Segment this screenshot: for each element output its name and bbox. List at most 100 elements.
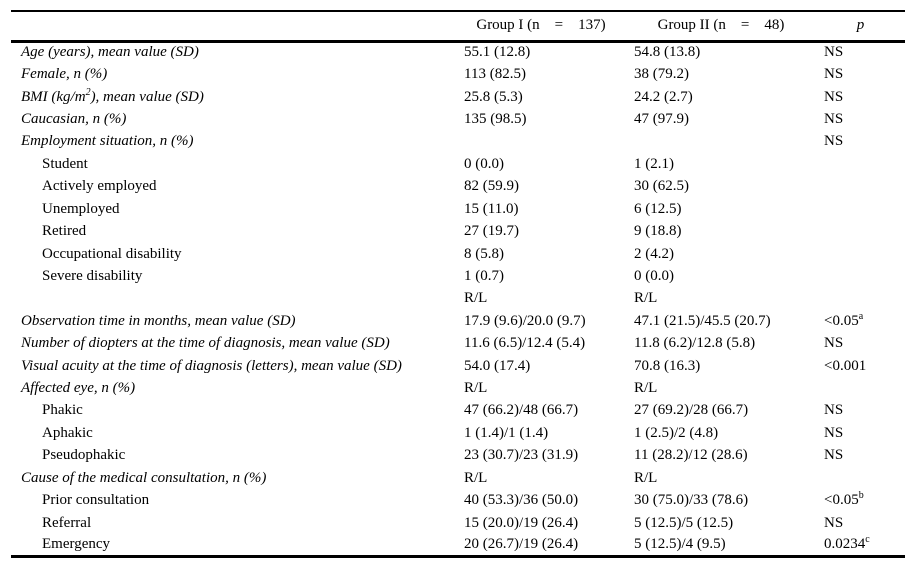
- group2-value: 30 (62.5): [634, 178, 689, 195]
- row-label-text: Prior consultation: [42, 492, 150, 509]
- p-value-text: NS: [824, 110, 844, 127]
- group2-value: 54.8 (13.8): [634, 44, 701, 61]
- row-label-cell: Severe disability: [11, 265, 456, 287]
- p-value-text: NS: [824, 88, 844, 105]
- row-label-text: Visual acuity at the time of diagnosis (…: [21, 357, 402, 374]
- group2-value: [626, 131, 816, 153]
- table-row: Student 0 (0.0) 1 (2.1): [11, 153, 905, 175]
- row-label-text: Female, n (%): [21, 66, 108, 83]
- table-row: Referral 15 (20.0)/19 (26.4) 5 (12.5)/5 …: [11, 512, 905, 534]
- group2-value: R/L: [634, 380, 658, 397]
- document-page: Group I (n = 137) Group II (n = 48) p Ag…: [11, 10, 905, 559]
- table-row: Cause of the medical consultation, n (%)…: [11, 467, 905, 489]
- row-label-text: Number of diopters at the time of diagno…: [21, 335, 390, 352]
- group2-value: 11 (28.2)/12 (28.6): [634, 447, 748, 464]
- table-row: Number of diopters at the time of diagno…: [11, 332, 905, 354]
- table-row: BMI (kg/m2), mean value (SD) 25.8 (5.3) …: [11, 86, 905, 108]
- group1-value: R/L: [464, 469, 488, 486]
- p-value-cell: NS: [816, 86, 905, 108]
- p-value-text: NS: [824, 514, 844, 531]
- row-label-text: Caucasian, n (%): [21, 110, 127, 127]
- group1-value: 47 (66.2)/48 (66.7): [464, 402, 579, 419]
- row-label-cell: Actively employed: [11, 176, 456, 198]
- group2-value: 47 (97.9): [634, 110, 689, 127]
- p-value-cell: <0.05b: [816, 489, 905, 511]
- table-header-row: Group I (n = 137) Group II (n = 48) p: [11, 11, 905, 41]
- group1-value: [456, 131, 626, 153]
- row-label-cell: BMI (kg/m2), mean value (SD): [11, 86, 456, 108]
- row-label-cell: Age (years), mean value (SD): [11, 41, 456, 63]
- row-label-cell: Occupational disability: [11, 243, 456, 265]
- p-value-cell: NS: [816, 400, 905, 422]
- p-value-text: 0.0234: [824, 536, 866, 553]
- p-value-cell: <0.05a: [816, 310, 905, 332]
- row-label-text: Emergency: [42, 536, 111, 553]
- group1-value: 27 (19.7): [464, 223, 519, 240]
- group2-value: 1 (2.5)/2 (4.8): [634, 424, 719, 441]
- p-value-sup: a: [858, 310, 864, 322]
- p-value-sup: c: [865, 534, 870, 546]
- row-label-text: Severe disability: [42, 267, 143, 284]
- p-value-text: <0.05: [824, 492, 859, 509]
- group1-value: 40 (53.3)/36 (50.0): [464, 492, 579, 509]
- table-row: Phakic 47 (66.2)/48 (66.7) 27 (69.2)/28 …: [11, 400, 905, 422]
- p-value-cell: NS: [816, 422, 905, 444]
- row-label-text: Student: [42, 155, 88, 172]
- table-row: Emergency 20 (26.7)/19 (26.4) 5 (12.5)/4…: [11, 534, 905, 556]
- p-value-cell: [816, 467, 905, 489]
- table-row: Age (years), mean value (SD) 55.1 (12.8)…: [11, 41, 905, 63]
- group1-value: 17.9 (9.6)/20.0 (9.7): [464, 312, 586, 329]
- p-value-cell: [816, 243, 905, 265]
- row-label-cell: Prior consultation: [11, 489, 456, 511]
- table-row: Caucasian, n (%) 135 (98.5) 47 (97.9) NS: [11, 108, 905, 130]
- row-label-cell: Aphakic: [11, 422, 456, 444]
- table-row: Female, n (%) 113 (82.5) 38 (79.2) NS: [11, 63, 905, 85]
- group2-value: 47.1 (21.5)/45.5 (20.7): [634, 312, 771, 329]
- table-body: Age (years), mean value (SD) 55.1 (12.8)…: [11, 41, 905, 557]
- group1-value: 1 (0.7): [464, 267, 504, 284]
- group1-value: 8 (5.8): [464, 245, 504, 262]
- row-label-cell: Student: [11, 153, 456, 175]
- row-label-cell: Retired: [11, 220, 456, 242]
- row-label-text: Occupational disability: [42, 245, 182, 262]
- row-label-text: Actively employed: [42, 178, 157, 195]
- row-label-text: Phakic: [42, 402, 83, 419]
- group2-value: 2 (4.2): [634, 245, 674, 262]
- group1-value: 1 (1.4)/1 (1.4): [464, 424, 549, 441]
- row-label-text: Pseudophakic: [42, 447, 126, 464]
- row-label-text: Observation time in months, mean value (…: [21, 312, 296, 329]
- group1-column-header: Group I (n = 137): [476, 17, 606, 34]
- row-label-cell: Pseudophakic: [11, 445, 456, 467]
- p-value-cell: [816, 288, 905, 310]
- p-value-cell: [816, 377, 905, 399]
- row-label-cell: Emergency: [11, 534, 456, 556]
- p-value-cell: <0.001: [816, 355, 905, 377]
- p-value-cell: NS: [816, 512, 905, 534]
- row-label-text: Cause of the medical consultation, n (%): [21, 469, 267, 486]
- table-row: R/L R/L: [11, 288, 905, 310]
- p-value-text: NS: [824, 335, 844, 352]
- p-value-text: NS: [824, 133, 844, 150]
- table-row: Prior consultation 40 (53.3)/36 (50.0) 3…: [11, 489, 905, 511]
- table-row: Severe disability 1 (0.7) 0 (0.0): [11, 265, 905, 287]
- row-label-text: Retired: [42, 223, 87, 240]
- row-label-cell: Observation time in months, mean value (…: [11, 310, 456, 332]
- row-label-text: Aphakic: [42, 424, 93, 441]
- group1-value: 135 (98.5): [464, 110, 527, 127]
- group2-value: 24.2 (2.7): [634, 88, 693, 105]
- row-label-text: Unemployed: [42, 200, 120, 217]
- row-label-text: Referral: [42, 514, 92, 531]
- row-label-post: ), mean value (SD): [90, 88, 204, 105]
- group1-value: 55.1 (12.8): [464, 44, 531, 61]
- table-row: Observation time in months, mean value (…: [11, 310, 905, 332]
- group1-value: 15 (20.0)/19 (26.4): [464, 514, 579, 531]
- p-value-cell: NS: [816, 108, 905, 130]
- row-label-cell: Referral: [11, 512, 456, 534]
- row-label-cell: Visual acuity at the time of diagnosis (…: [11, 355, 456, 377]
- group1-value: 11.6 (6.5)/12.4 (5.4): [464, 335, 586, 352]
- row-label-cell: Employment situation, n (%): [11, 131, 456, 153]
- p-value-cell: NS: [816, 445, 905, 467]
- empty-header-cell: [11, 11, 456, 41]
- table-row: Visual acuity at the time of diagnosis (…: [11, 355, 905, 377]
- group2-value: 0 (0.0): [634, 267, 674, 284]
